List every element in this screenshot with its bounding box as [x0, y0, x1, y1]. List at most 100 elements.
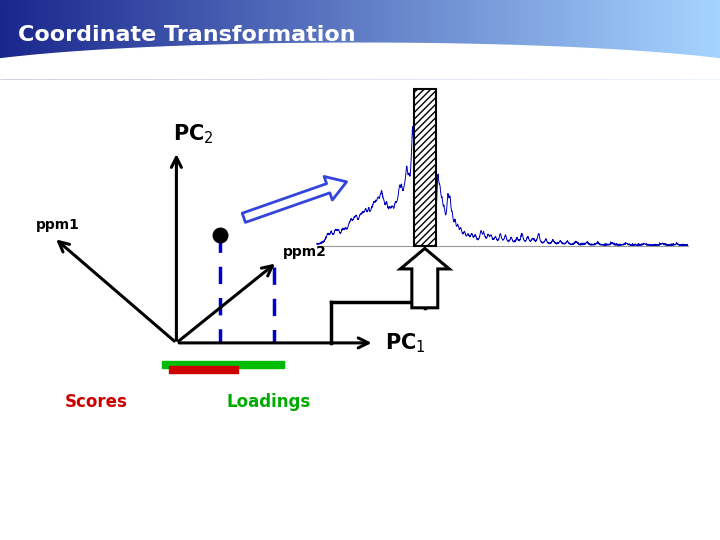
Bar [48, 0, 50, 78]
Bar [353, 0, 355, 78]
Bar [713, 0, 715, 78]
Bar [509, 0, 511, 78]
Bar [660, 0, 662, 78]
Bar [495, 0, 497, 78]
Bar [247, 0, 250, 78]
Bar [405, 0, 408, 78]
Bar [24, 0, 27, 78]
Bar [130, 0, 132, 78]
Polygon shape [0, 43, 720, 78]
Bar [96, 0, 99, 78]
Bar [459, 0, 461, 78]
Bar [502, 0, 504, 78]
Bar [103, 0, 106, 78]
Bar [444, 0, 446, 78]
Bar [144, 0, 146, 78]
Bar [646, 0, 648, 78]
Bar [168, 0, 171, 78]
Bar [557, 0, 559, 78]
Text: Loadings: Loadings [227, 393, 311, 411]
Bar [667, 0, 670, 78]
Bar [110, 0, 113, 78]
Bar [506, 0, 509, 78]
Bar [79, 0, 81, 78]
Bar [295, 0, 297, 78]
Bar [89, 0, 91, 78]
Bar [684, 0, 686, 78]
Bar [139, 0, 142, 78]
Bar [307, 0, 310, 78]
Bar [348, 0, 351, 78]
Bar [27, 0, 29, 78]
Bar [367, 0, 369, 78]
Bar [338, 0, 341, 78]
Bar [341, 0, 343, 78]
Bar [214, 0, 216, 78]
Bar [437, 0, 439, 78]
Bar [626, 0, 629, 78]
Bar [540, 0, 542, 78]
Bar [22, 0, 24, 78]
Text: PC$_1$: PC$_1$ [385, 331, 426, 355]
Bar [169, 366, 238, 373]
Bar [146, 0, 149, 78]
FancyArrowPatch shape [242, 177, 346, 222]
Bar [665, 0, 667, 78]
Bar [228, 0, 230, 78]
Bar [528, 0, 531, 78]
Bar [34, 0, 36, 78]
Bar [122, 0, 125, 78]
Bar [715, 0, 718, 78]
Bar [243, 0, 245, 78]
Bar [533, 0, 535, 78]
Bar [2, 0, 5, 78]
Bar [686, 0, 689, 78]
Bar [485, 0, 487, 78]
Bar [281, 0, 283, 78]
Bar [682, 0, 684, 78]
Bar [204, 0, 207, 78]
Text: Coordinate Transformation: Coordinate Transformation [18, 25, 356, 45]
Bar [355, 0, 358, 78]
Bar [593, 0, 595, 78]
Bar [675, 0, 677, 78]
Bar [182, 0, 185, 78]
Bar [403, 0, 405, 78]
Bar [490, 0, 492, 78]
Bar [578, 0, 581, 78]
Bar [175, 0, 178, 78]
Text: ppm2: ppm2 [283, 245, 327, 259]
Bar [571, 0, 574, 78]
Bar [305, 0, 307, 78]
Bar [19, 0, 22, 78]
Bar [480, 0, 482, 78]
Bar [547, 0, 549, 78]
Bar [708, 0, 711, 78]
Bar [331, 0, 333, 78]
Bar [358, 0, 360, 78]
Bar [252, 0, 254, 78]
Bar [372, 0, 374, 78]
Bar [235, 0, 238, 78]
Bar [310, 0, 312, 78]
Bar [199, 0, 202, 78]
Bar [101, 0, 103, 78]
Bar [60, 0, 63, 78]
Bar [382, 0, 384, 78]
Bar [290, 0, 293, 78]
Bar [45, 0, 48, 78]
Bar [86, 0, 89, 78]
Bar [636, 0, 639, 78]
Bar [456, 0, 459, 78]
Bar [410, 0, 413, 78]
Text: Scores: Scores [65, 393, 127, 411]
Bar [233, 0, 235, 78]
Bar [55, 0, 58, 78]
Bar [590, 0, 593, 78]
Bar [629, 0, 631, 78]
Bar [607, 0, 610, 78]
Bar [192, 0, 194, 78]
Bar [574, 0, 576, 78]
Bar [698, 0, 701, 78]
Bar [384, 0, 387, 78]
